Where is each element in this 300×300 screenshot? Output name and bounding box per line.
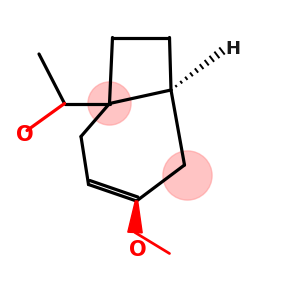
Text: H: H — [225, 40, 240, 58]
Text: O: O — [16, 125, 33, 145]
Polygon shape — [128, 201, 142, 233]
Circle shape — [163, 151, 212, 200]
Text: O: O — [129, 240, 147, 260]
Circle shape — [88, 82, 131, 125]
